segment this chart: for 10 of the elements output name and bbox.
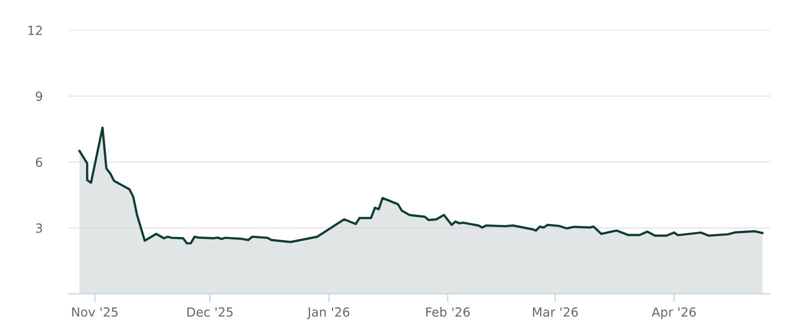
y-tick-label: 9 [36,92,42,101]
x-tick-label: Feb '26 [426,307,470,317]
x-tick-label: Mar '26 [532,307,578,317]
x-tick-label: Nov '25 [72,307,118,317]
x-tick-label: Dec '25 [187,307,233,317]
y-tick-label: 6 [36,157,42,167]
x-tick-label: Jan '26 [306,307,350,320]
y-tick-label: 12 [28,26,42,35]
y-tick-label: 3 [36,223,42,233]
x-tick-label: Apr '26 [652,307,696,320]
